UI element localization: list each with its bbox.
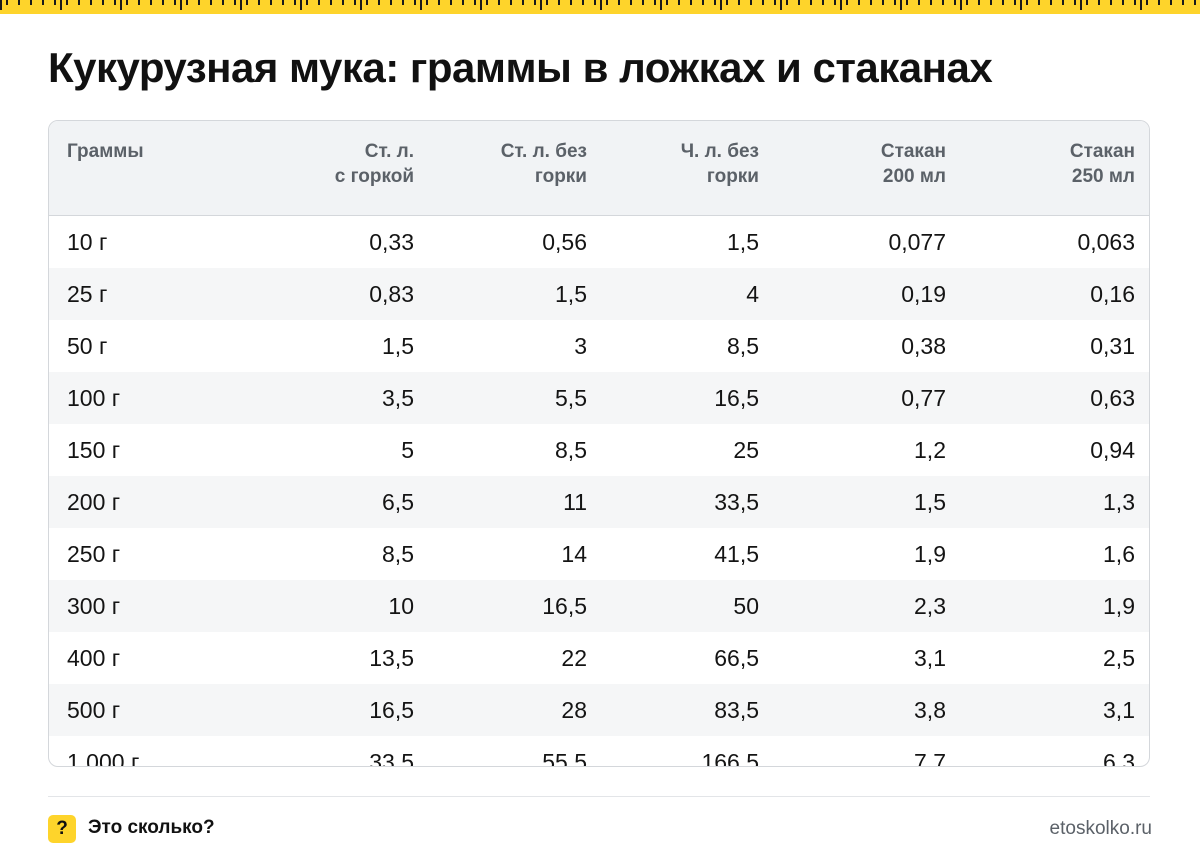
footer-divider	[48, 796, 1150, 797]
cell-tablespoon-level: 22	[561, 644, 587, 671]
cell-grams: 25 г	[49, 268, 254, 320]
cell-glass-250ml: 1,3	[946, 476, 1149, 528]
cell-tablespoon-level: 8,5	[555, 436, 587, 463]
table-row: 500 г 16,5 28 83,5 3,8 3,1	[49, 684, 1149, 736]
header-teaspoon-level: Ч. л. без горки	[587, 121, 759, 216]
cell-teaspoon-level: 66,5	[714, 644, 759, 671]
header-glass-200ml: Стакан 200 мл	[759, 121, 946, 216]
cell-teaspoon-level: 8,5	[727, 332, 759, 359]
cell-glass-250ml: 3,1	[946, 684, 1149, 736]
header-glass-250ml: Стакан 250 мл	[946, 121, 1149, 216]
cell-tablespoon-level: 5,5	[414, 372, 587, 424]
cell-grams: 50 г	[67, 332, 108, 359]
cell-tablespoon-heaped: 10	[254, 580, 414, 632]
cell-grams: 150 г	[67, 436, 121, 463]
cell-glass-200ml: 0,77	[759, 372, 946, 424]
site-url: etoskolko.ru	[1049, 818, 1152, 839]
cell-glass-200ml: 0,19	[759, 268, 946, 320]
cell-glass-200ml: 0,077	[888, 228, 946, 255]
cell-glass-200ml: 3,1	[914, 644, 946, 671]
table-row: 100 г 3,5 5,5 16,5 0,77 0,63	[49, 372, 1149, 424]
cell-glass-250ml: 0,16	[946, 268, 1149, 320]
cell-glass-200ml: 7,7	[914, 748, 946, 767]
cell-tablespoon-level: 3	[574, 332, 587, 359]
cell-tablespoon-heaped: 6,5	[254, 476, 414, 528]
cell-grams: 100 г	[49, 372, 254, 424]
table-row: 50 г 1,5 3 8,5 0,38 0,31	[49, 320, 1149, 372]
cell-tablespoon-level: 55,5	[542, 748, 587, 767]
cell-grams: 500 г	[49, 684, 254, 736]
brand-name: Это сколько?	[88, 817, 215, 838]
cell-tablespoon-heaped: 1,5	[382, 332, 414, 359]
header-tablespoon-heaped: Ст. л. с горкой	[254, 121, 414, 216]
cell-glass-250ml: 1,9	[946, 580, 1149, 632]
header-grams: Граммы	[49, 121, 254, 216]
cell-tablespoon-level: 28	[414, 684, 587, 736]
cell-tablespoon-heaped: 16,5	[254, 684, 414, 736]
cell-glass-200ml: 3,8	[759, 684, 946, 736]
cell-glass-250ml: 2,5	[1103, 644, 1135, 671]
cell-grams: 1 000 г	[67, 748, 140, 767]
cell-teaspoon-level: 50	[587, 580, 759, 632]
cell-teaspoon-level: 25	[733, 436, 759, 463]
cell-glass-250ml: 1,6	[1103, 540, 1135, 567]
table-row: 200 г 6,5 11 33,5 1,5 1,3	[49, 476, 1149, 528]
cell-tablespoon-heaped: 0,83	[254, 268, 414, 320]
table-row: 25 г 0,83 1,5 4 0,19 0,16	[49, 268, 1149, 320]
cell-tablespoon-heaped: 13,5	[369, 644, 414, 671]
cell-teaspoon-level: 41,5	[714, 540, 759, 567]
ruler-stripe	[0, 0, 1200, 14]
header-tablespoon-level: Ст. л. без горки	[414, 121, 587, 216]
cell-tablespoon-level: 14	[561, 540, 587, 567]
table-row: 300 г 10 16,5 50 2,3 1,9	[49, 580, 1149, 632]
cell-tablespoon-level: 11	[414, 476, 587, 528]
cell-teaspoon-level: 4	[587, 268, 759, 320]
cell-grams: 10 г	[67, 228, 108, 255]
cell-teaspoon-level: 16,5	[587, 372, 759, 424]
cell-teaspoon-level: 33,5	[587, 476, 759, 528]
cell-grams: 200 г	[49, 476, 254, 528]
cell-glass-250ml: 0,063	[1077, 228, 1135, 255]
conversion-table-card: Граммы Ст. л. с горкой Ст. л. без горки …	[48, 120, 1150, 767]
table-row: 150 г 5 8,5 25 1,2 0,94	[49, 424, 1149, 476]
cell-teaspoon-level: 1,5	[727, 228, 759, 255]
page-title: Кукурузная мука: граммы в ложках и стака…	[48, 44, 993, 91]
cell-glass-250ml: 0,31	[1090, 332, 1135, 359]
table-header-row: Граммы Ст. л. с горкой Ст. л. без горки …	[49, 121, 1149, 216]
table-row: 400 г 13,5 22 66,5 3,1 2,5	[49, 632, 1149, 684]
cell-tablespoon-heaped: 5	[401, 436, 414, 463]
cell-tablespoon-level: 16,5	[414, 580, 587, 632]
cell-glass-200ml: 1,2	[914, 436, 946, 463]
cell-glass-200ml: 1,5	[759, 476, 946, 528]
table-row: 10 г 0,33 0,56 1,5 0,077 0,063	[49, 216, 1149, 269]
cell-glass-250ml: 0,94	[1090, 436, 1135, 463]
cell-glass-200ml: 0,38	[901, 332, 946, 359]
cell-tablespoon-heaped: 8,5	[382, 540, 414, 567]
question-badge-icon: ?	[48, 815, 76, 843]
cell-tablespoon-heaped: 33,5	[369, 748, 414, 767]
cell-glass-200ml: 1,9	[914, 540, 946, 567]
conversion-table: Граммы Ст. л. с горкой Ст. л. без горки …	[49, 121, 1149, 767]
table-row: 1 000 г 33,5 55,5 166,5 7,7 6,3	[49, 736, 1149, 767]
cell-tablespoon-level: 1,5	[414, 268, 587, 320]
cell-tablespoon-heaped: 3,5	[254, 372, 414, 424]
table-body: 10 г 0,33 0,56 1,5 0,077 0,063 25 г 0,83 1,5 4 0,1…	[49, 216, 1149, 767]
cell-tablespoon-heaped: 0,33	[369, 228, 414, 255]
cell-teaspoon-level: 166,5	[701, 748, 759, 767]
cell-grams: 300 г	[49, 580, 254, 632]
cell-teaspoon-level: 83,5	[587, 684, 759, 736]
cell-grams: 400 г	[67, 644, 121, 671]
table-row: 250 г 8,5 14 41,5 1,9 1,6	[49, 528, 1149, 580]
cell-glass-200ml: 2,3	[759, 580, 946, 632]
cell-grams: 250 г	[67, 540, 121, 567]
cell-glass-250ml: 0,63	[946, 372, 1149, 424]
cell-tablespoon-level: 0,56	[542, 228, 587, 255]
cell-glass-250ml: 6,3	[1103, 748, 1135, 767]
